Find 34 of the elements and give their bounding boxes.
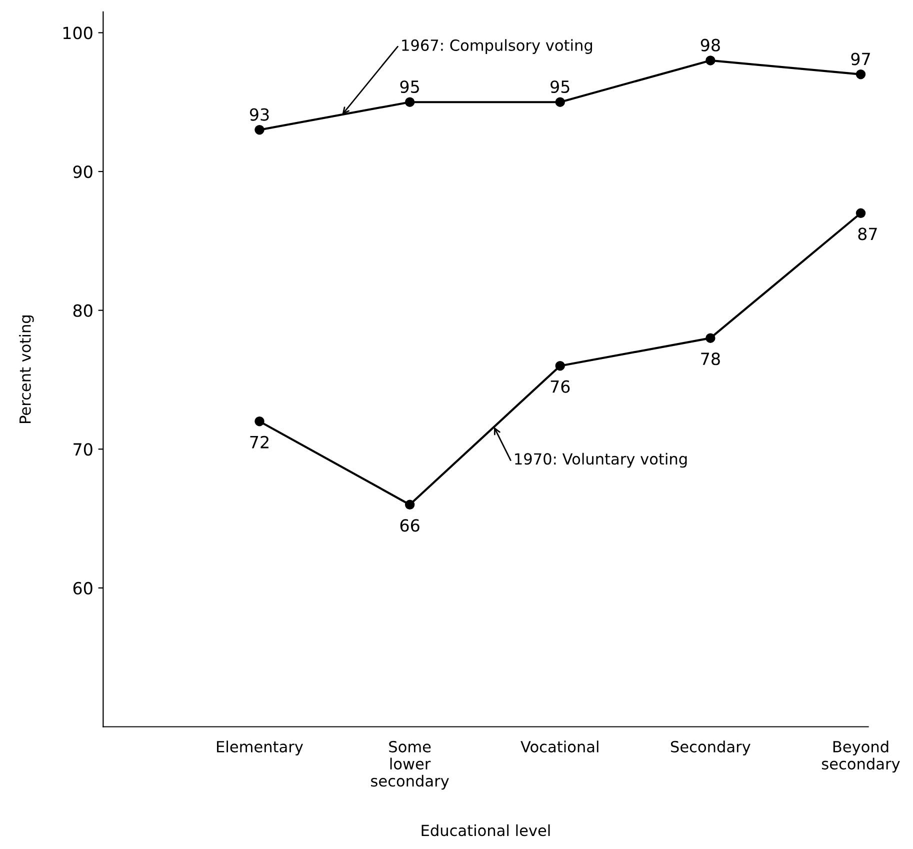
data-label: 76 — [550, 380, 570, 393]
point — [706, 56, 716, 66]
point — [404, 97, 415, 107]
y-tick-label: 90 — [73, 165, 92, 178]
x-tick-label: Vocational — [520, 740, 598, 752]
data-label: 72 — [250, 436, 268, 448]
data-label: 95 — [400, 80, 419, 94]
data-label: 78 — [701, 352, 720, 366]
y-tick-label: 70 — [74, 443, 92, 456]
x-tick-label: Some lower secondary — [371, 740, 449, 790]
point — [404, 500, 415, 510]
point — [555, 97, 565, 107]
data-label: 93 — [250, 108, 269, 121]
data-label: 87 — [858, 228, 877, 240]
data-label: 95 — [550, 80, 570, 94]
y-tick-label: 80 — [73, 304, 92, 317]
x-tick-label: Elementary — [217, 740, 304, 756]
data-label: 98 — [700, 38, 720, 52]
point — [254, 125, 264, 135]
y-axis-title: Percent voting — [19, 316, 34, 423]
point — [706, 333, 716, 343]
x-axis-title: Educational level — [422, 824, 550, 836]
text: 1970: Voluntary voting — [515, 452, 687, 468]
y-tick-label: 100 — [63, 26, 92, 40]
x-tick-label: Secondary — [670, 740, 750, 756]
y-tick-label: 60 — [73, 582, 92, 595]
point — [555, 360, 565, 371]
point — [254, 416, 264, 426]
point — [856, 208, 866, 218]
point — [856, 69, 866, 80]
text: 1967: Compulsory voting — [402, 39, 592, 54]
data-label: 66 — [400, 519, 420, 532]
data-label: 97 — [851, 52, 870, 66]
x-tick-label: Beyond secondary — [822, 740, 900, 773]
